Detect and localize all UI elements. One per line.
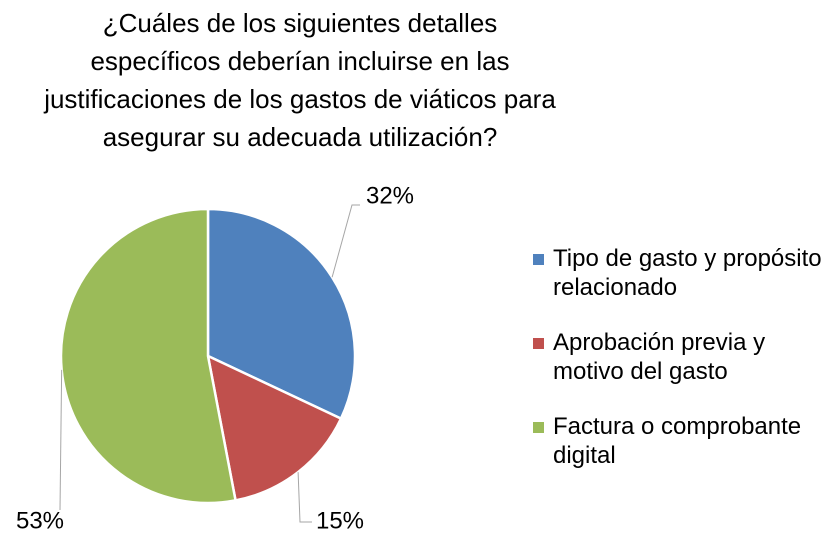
leader-line: [59, 369, 63, 511]
data-label: 53%: [16, 507, 64, 534]
leader-line: [331, 204, 360, 278]
leader-line: [297, 472, 312, 523]
data-label: 32%: [366, 182, 414, 209]
chart-title: ¿Cuáles de los siguientes detalles espec…: [44, 8, 556, 152]
legend-label: Aprobación previa y motivo del gasto: [553, 329, 766, 385]
legend-swatch: [533, 422, 544, 433]
legend-swatch: [533, 338, 544, 349]
pie-slice: [59, 207, 238, 505]
legend-swatch: [533, 254, 544, 265]
data-label: 15%: [316, 507, 364, 534]
legend-label: Tipo de gasto y propósito relacionado: [553, 245, 822, 301]
legend-label: Factura o comprobante digital: [553, 413, 802, 469]
